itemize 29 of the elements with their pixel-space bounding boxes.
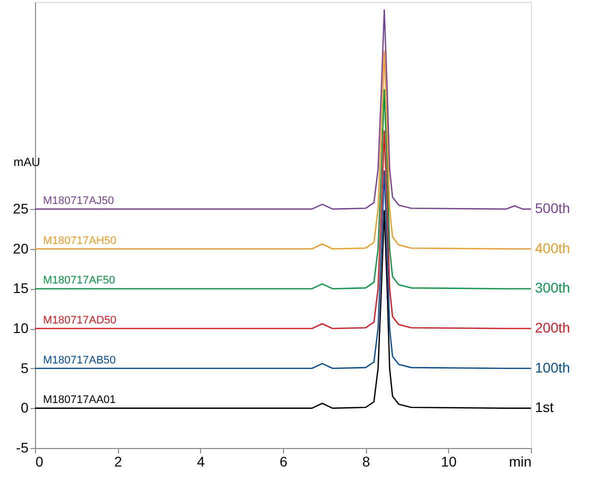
y-tick-label: 5: [20, 360, 29, 376]
x-tick-label: 10: [441, 454, 457, 470]
text: 400th: [535, 240, 570, 256]
x-tick-label: 0: [36, 454, 44, 470]
x-tick-label: 6: [280, 454, 288, 470]
series-label: M180717AJ50: [43, 195, 114, 208]
x-tick-label: 8: [362, 454, 370, 470]
line-series: [34, 210, 532, 409]
series-label: M180717AA01: [43, 394, 116, 406]
y-tick-label: 20: [12, 240, 29, 256]
x-tick-label: min: [508, 454, 532, 470]
text: 1st: [535, 399, 554, 416]
x-tick-label: 4: [196, 454, 205, 470]
text: 300th: [535, 280, 570, 296]
series-label: M180717AH50: [43, 234, 116, 247]
y-tick-label: 25: [12, 200, 29, 217]
text: 200th: [535, 320, 570, 336]
series-label: M180717AB50: [43, 354, 116, 366]
y-tick-label: -5: [16, 440, 29, 456]
text: 100th: [535, 359, 570, 376]
text: 500th: [535, 200, 570, 216]
line-series: [34, 170, 532, 370]
y-tick-label: 0: [20, 400, 29, 416]
y-tick-label: 15: [12, 280, 29, 296]
y-tick-label: 10: [12, 320, 29, 336]
series-label: M180717AD50: [43, 314, 116, 327]
y-axis-title: mAU: [14, 154, 40, 169]
x-tick-label: 2: [114, 454, 122, 470]
series-label: M180717AF50: [43, 274, 116, 287]
